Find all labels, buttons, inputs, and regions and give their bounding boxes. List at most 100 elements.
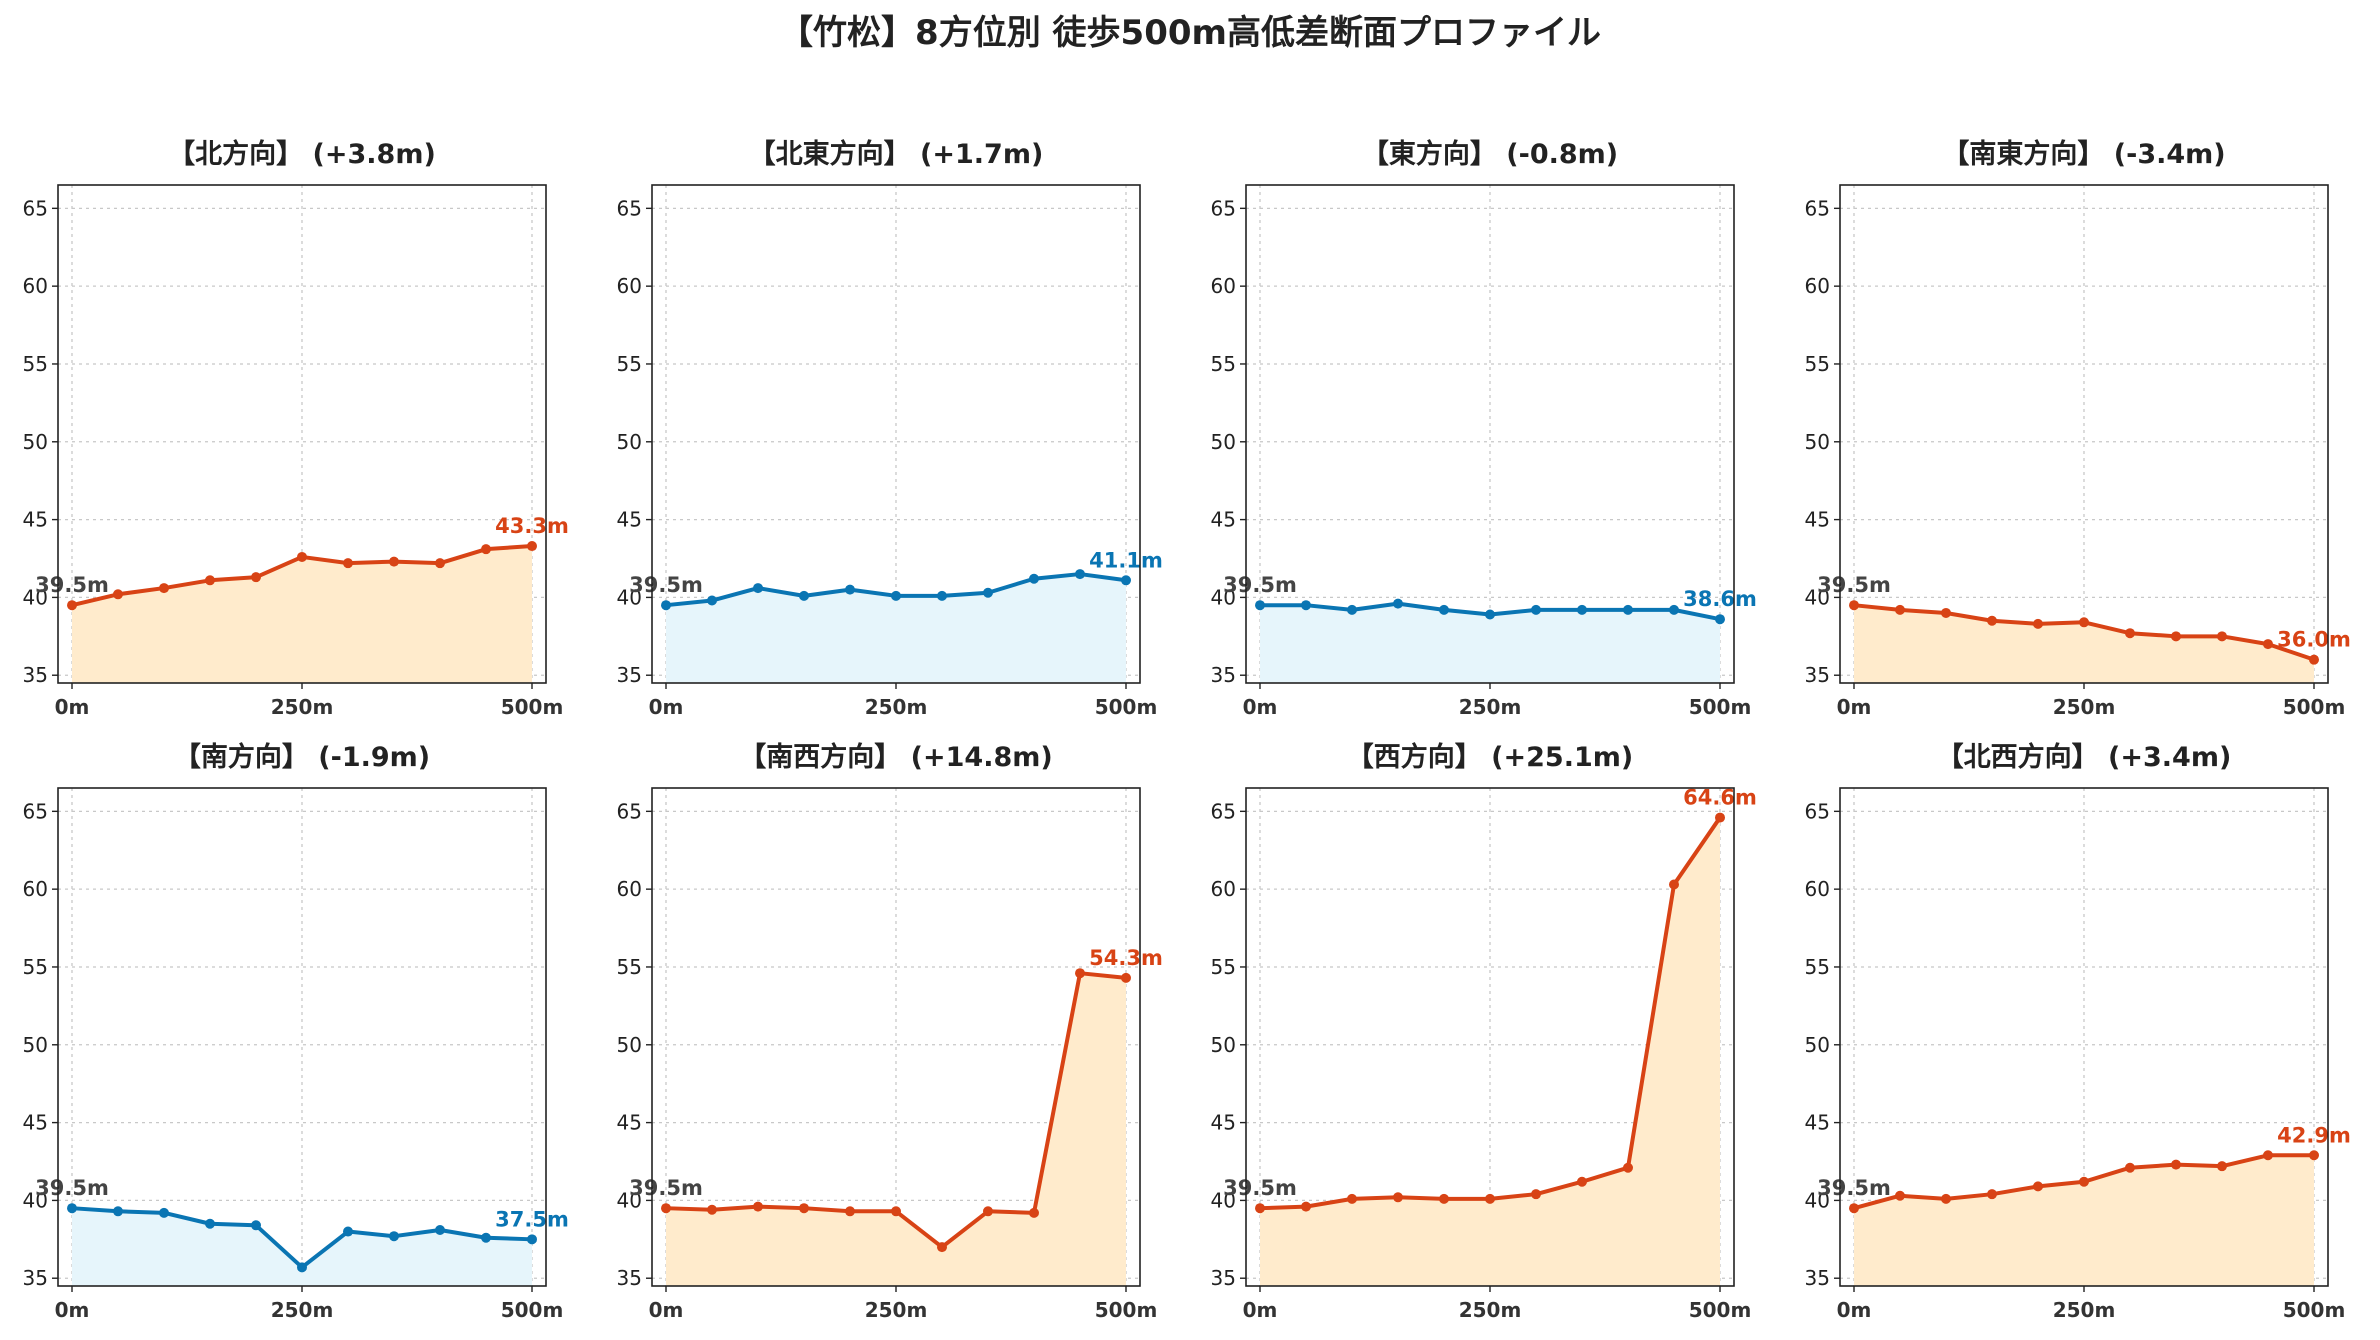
panel-title: 【北東方向】 (+1.7m) [749, 138, 1044, 170]
y-tick-label: 35 [1211, 1266, 1236, 1290]
data-point [2309, 1150, 2319, 1161]
y-tick-label: 55 [23, 955, 48, 979]
y-tick-label: 65 [617, 799, 642, 823]
y-tick-label: 55 [617, 955, 642, 979]
data-point [1439, 1193, 1449, 1204]
panel-title: 【東方向】 (-0.8m) [1362, 138, 1618, 170]
data-point [2263, 639, 2273, 650]
data-point [2125, 628, 2135, 639]
y-tick-label: 65 [1805, 196, 1830, 220]
elevation-area [1854, 1155, 2314, 1286]
x-tick-label: 0m [1243, 695, 1278, 719]
x-tick-label: 0m [55, 695, 90, 719]
data-point [527, 1234, 537, 1245]
data-point [1255, 600, 1265, 611]
data-point [1715, 614, 1725, 625]
plot-frame [1245, 184, 1735, 684]
chart-panel-3: 【東方向】 (-0.8m) 35 40 45 50 55 60 65 0m 250m 500m 39.… [1211, 138, 1757, 719]
panel-title: 【西方向】 (+25.1m) [1347, 741, 1633, 773]
data-point [113, 1206, 123, 1217]
data-point [1347, 1193, 1357, 1204]
x-tick-label: 250m [271, 695, 334, 719]
start-elevation-label: 39.5m [35, 1176, 109, 1200]
data-point [845, 584, 855, 595]
plot-frame [57, 184, 547, 684]
panel-title: 【南東方向】 (-3.4m) [1942, 138, 2225, 170]
data-point [1029, 1207, 1039, 1218]
y-tick-label: 35 [617, 1266, 642, 1290]
data-point [891, 1206, 901, 1217]
data-point [1941, 607, 1951, 618]
end-elevation-label: 36.0m [2277, 628, 2351, 652]
end-elevation-label: 38.6m [1683, 587, 1757, 611]
data-point [1531, 604, 1541, 615]
data-point [389, 1231, 399, 1242]
y-tick-label: 50 [1805, 430, 1830, 454]
data-point [1669, 879, 1679, 890]
data-point [481, 1232, 491, 1243]
data-point [205, 575, 215, 586]
y-tick-label: 60 [1805, 877, 1830, 901]
y-tick-label: 40 [1211, 1188, 1236, 1212]
y-tick-label: 60 [617, 877, 642, 901]
data-point [1669, 604, 1679, 615]
data-point [1485, 1193, 1495, 1204]
chart-panel-5: 【南方向】 (-1.9m) 35 40 45 50 55 60 65 0m 250m 500m 39.… [23, 741, 569, 1322]
y-tick-label: 60 [1211, 877, 1236, 901]
y-tick-label: 50 [1211, 430, 1236, 454]
data-point [845, 1206, 855, 1217]
y-tick-label: 45 [617, 508, 642, 532]
data-point [983, 1206, 993, 1217]
elevation-area [1854, 605, 2314, 683]
y-tick-label: 50 [23, 1033, 48, 1057]
y-tick-label: 65 [1805, 799, 1830, 823]
data-point [937, 1242, 947, 1253]
plot-frame [1839, 787, 2329, 1287]
data-point [67, 600, 77, 611]
y-tick-label: 50 [1211, 1033, 1236, 1057]
data-point [1987, 615, 1997, 626]
x-tick-label: 500m [1095, 695, 1158, 719]
y-tick-label: 55 [617, 352, 642, 376]
data-point [1393, 598, 1403, 609]
y-tick-label: 50 [23, 430, 48, 454]
data-point [1623, 604, 1633, 615]
start-elevation-label: 39.5m [35, 573, 109, 597]
data-point [2171, 631, 2181, 642]
y-tick-label: 50 [1805, 1033, 1830, 1057]
y-tick-label: 65 [617, 196, 642, 220]
x-tick-label: 0m [55, 1298, 90, 1322]
y-tick-label: 45 [617, 1111, 642, 1135]
data-point [205, 1218, 215, 1229]
y-tick-label: 35 [23, 663, 48, 687]
data-point [1439, 604, 1449, 615]
data-point [251, 572, 261, 583]
data-point [891, 590, 901, 601]
data-point [2217, 1161, 2227, 1172]
y-tick-label: 60 [23, 274, 48, 298]
data-point [2263, 1150, 2273, 1161]
start-elevation-label: 39.5m [1223, 573, 1297, 597]
y-tick-label: 65 [23, 196, 48, 220]
data-point [707, 595, 717, 606]
y-tick-label: 55 [1805, 955, 1830, 979]
y-tick-label: 60 [617, 274, 642, 298]
y-tick-label: 40 [1805, 1188, 1830, 1212]
x-tick-label: 500m [2283, 1298, 2346, 1322]
y-tick-label: 35 [23, 1266, 48, 1290]
data-point [799, 590, 809, 601]
data-point [2033, 618, 2043, 629]
data-point [1075, 569, 1085, 580]
x-tick-label: 500m [1689, 695, 1752, 719]
data-point [113, 589, 123, 600]
figure-title: 【竹松】8方位別 徒歩500m高低差断面プロファイル [779, 13, 1601, 53]
elevation-area [72, 1208, 532, 1286]
data-point [2079, 617, 2089, 628]
y-tick-label: 35 [1805, 1266, 1830, 1290]
x-tick-label: 0m [1837, 1298, 1872, 1322]
data-point [1393, 1192, 1403, 1203]
start-elevation-label: 39.5m [629, 1176, 703, 1200]
y-tick-label: 60 [1805, 274, 1830, 298]
plot-frame [651, 787, 1141, 1287]
y-tick-label: 45 [1211, 508, 1236, 532]
